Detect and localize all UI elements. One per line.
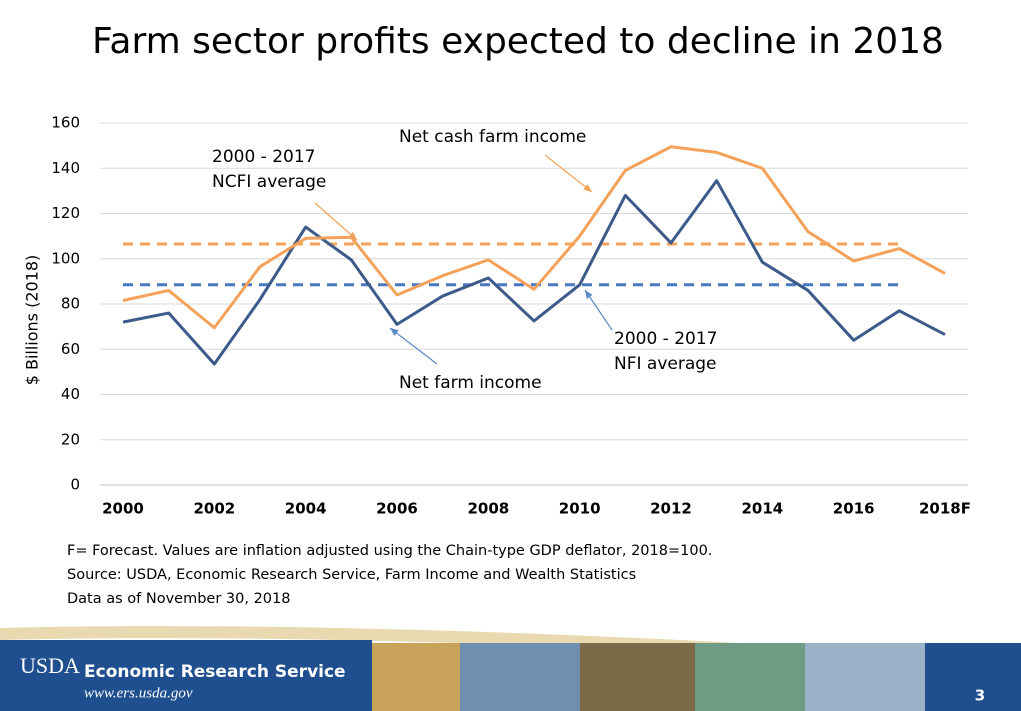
url: www.ers.usda.gov bbox=[84, 685, 193, 701]
annotation-arrow bbox=[544, 154, 593, 193]
x-tick-label: 2010 bbox=[559, 500, 601, 518]
chart-title: Farm sector profits expected to decline … bbox=[92, 21, 944, 62]
y-tick-label: 40 bbox=[61, 385, 80, 403]
x-tick-label: 2002 bbox=[193, 500, 235, 518]
reference-label: 2000 - 2017 bbox=[212, 147, 315, 167]
agency: Economic Research Service bbox=[84, 662, 346, 682]
series-label: Net farm income bbox=[399, 373, 542, 393]
y-tick-label: 160 bbox=[51, 114, 80, 132]
y-tick-label: 100 bbox=[51, 249, 80, 267]
reference-label: NFI average bbox=[614, 354, 717, 374]
y-tick-label: 60 bbox=[61, 340, 80, 358]
series-line bbox=[122, 145, 946, 330]
annotation-arrow bbox=[314, 202, 358, 241]
note: Source: USDA, Economic Research Service,… bbox=[67, 567, 636, 583]
banner-blue bbox=[0, 640, 372, 711]
y-tick-label: 120 bbox=[51, 204, 80, 222]
note: F= Forecast. Values are inflation adjust… bbox=[67, 543, 712, 559]
x-tick-label: 2012 bbox=[650, 500, 692, 518]
y-axis-label: $ Billions (2018) bbox=[23, 255, 42, 386]
arrow-head bbox=[585, 290, 593, 299]
series-line bbox=[122, 179, 946, 366]
arrow-head bbox=[390, 328, 399, 336]
x-tick-label: 2014 bbox=[741, 500, 783, 518]
x-tick-label: 2004 bbox=[285, 500, 327, 518]
reference-label: 2000 - 2017 bbox=[614, 329, 717, 349]
reference-label: NCFI average bbox=[212, 172, 326, 192]
page-box bbox=[925, 643, 1021, 711]
page-number: 3 bbox=[975, 687, 985, 705]
photo-town bbox=[805, 643, 925, 711]
photo-wetland bbox=[695, 643, 805, 711]
logo: USDA bbox=[20, 653, 80, 678]
photo-market bbox=[580, 643, 695, 711]
x-tick-label: 2016 bbox=[833, 500, 875, 518]
x-tick-label: 2000 bbox=[102, 500, 144, 518]
photo-wheat bbox=[372, 643, 460, 711]
arrow-head bbox=[348, 231, 357, 240]
photo-ship bbox=[460, 643, 580, 711]
note: Data as of November 30, 2018 bbox=[67, 591, 290, 607]
x-tick-label: 2008 bbox=[467, 500, 509, 518]
x-tick-label: 2006 bbox=[376, 500, 418, 518]
series-label: Net cash farm income bbox=[399, 127, 586, 147]
x-tick-label: 2018F bbox=[919, 500, 971, 518]
banner-wave bbox=[0, 626, 1021, 672]
annotation-arrow bbox=[389, 327, 438, 365]
arrow-head bbox=[583, 184, 592, 192]
y-tick-label: 0 bbox=[70, 476, 80, 494]
y-tick-label: 80 bbox=[61, 295, 80, 313]
y-tick-label: 140 bbox=[51, 159, 80, 177]
y-tick-label: 20 bbox=[61, 430, 80, 448]
